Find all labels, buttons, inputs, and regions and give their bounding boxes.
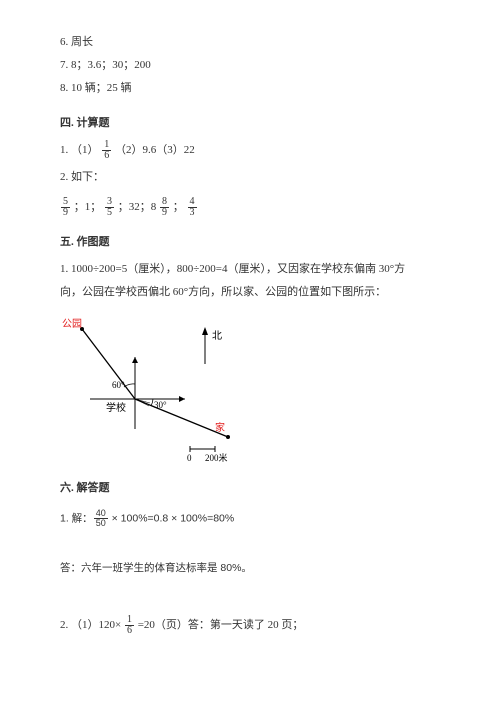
frac-den: 6 <box>102 151 111 161</box>
angle-30-label: 30° <box>154 400 167 410</box>
fraction-8-9: 8 9 <box>160 197 169 218</box>
home-label: 家 <box>215 421 225 434</box>
section-6-heading: 六. 解答题 <box>60 478 440 499</box>
answer-7: 7. 8；3.6；30；200 <box>60 55 440 76</box>
sec4-line2: 2. 如下： <box>60 167 440 188</box>
sep: ；32；8 <box>118 201 157 213</box>
angle-60-label: 60° <box>112 380 125 390</box>
sec5-text1: 1. 1000÷200=5（厘米），800÷200=4（厘米），又因家在学校东偏… <box>60 259 440 280</box>
q1-rest: × 100%=0.8 × 100%=80% <box>109 512 235 524</box>
frac-den: 5 <box>105 208 114 218</box>
fraction-1-6b: 1 6 <box>125 615 134 636</box>
sec6-q1-answer: 答：六年一班学生的体育达标率是 80%。 <box>60 559 440 579</box>
sec6-q2: 2. （1）120× 1 6 =20（页）答：第一天读了 20 页； <box>60 615 440 636</box>
q2-prefix: 2. （1）120× <box>60 619 124 631</box>
park-label: 公园 <box>62 318 82 330</box>
sep: ； <box>173 201 184 213</box>
fraction-4-3: 4 3 <box>188 197 197 218</box>
page-root: 6. 周长 7. 8；3.6；30；200 8. 10 辆；25 辆 四. 计算… <box>0 0 500 662</box>
sec4-line1: 1. （1） 1 6 （2）9.6（3）22 <box>60 140 440 161</box>
fraction-5-9: 5 9 <box>61 197 70 218</box>
fraction-1-6: 1 6 <box>102 140 111 161</box>
frac-den: 9 <box>160 208 169 218</box>
answer-8: 8. 10 辆；25 辆 <box>60 78 440 99</box>
q2-suffix: =20（页）答：第一天读了 20 页； <box>138 619 304 631</box>
fraction-40-50: 40 50 <box>94 509 108 528</box>
fraction-3-5: 3 5 <box>105 197 114 218</box>
sec5-text2: 向，公园在学校西偏北 60°方向，所以家、公园的位置如下图所示： <box>60 282 440 303</box>
answer-6: 6. 周长 <box>60 32 440 53</box>
direction-diagram: 北 公园 家 60° 30° 学校 0 200米 <box>60 309 260 464</box>
frac-den: 6 <box>125 626 134 636</box>
frac-den: 50 <box>94 519 108 528</box>
sec6-q1: 1. 解： 40 50 × 100%=0.8 × 100%=80% <box>60 509 440 529</box>
section-4-heading: 四. 计算题 <box>60 113 440 134</box>
school-label: 学校 <box>106 401 126 414</box>
sec4-line1-suffix: （2）9.6（3）22 <box>115 144 195 156</box>
frac-num: 1 <box>102 140 111 151</box>
q1-prefix: 1. 解： <box>60 512 93 524</box>
frac-den: 9 <box>61 208 70 218</box>
scale-200: 200米 <box>205 452 228 463</box>
sec4-line1-prefix: 1. （1） <box>60 144 101 156</box>
sep: ；1； <box>74 201 102 213</box>
scale-0: 0 <box>187 453 192 463</box>
frac-den: 3 <box>188 208 197 218</box>
sec4-fraction-row: 5 9 ；1； 3 5 ；32；8 8 9 ； 4 3 <box>60 197 440 218</box>
section-5-heading: 五. 作图题 <box>60 232 440 253</box>
north-label: 北 <box>212 330 222 342</box>
